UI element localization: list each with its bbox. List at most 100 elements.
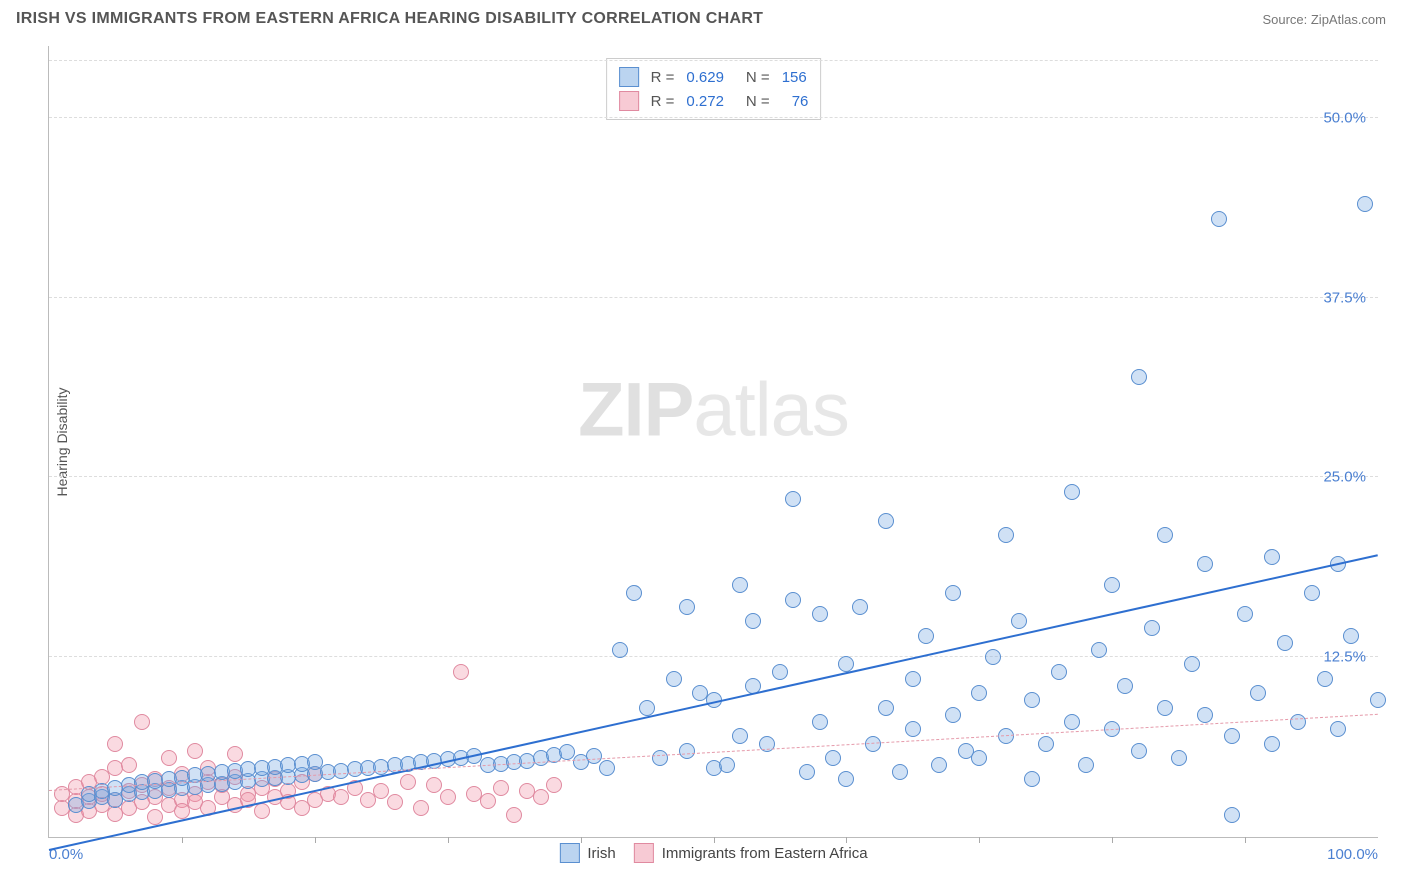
data-point-blue bbox=[639, 700, 655, 716]
data-point-blue bbox=[719, 757, 735, 773]
data-point-blue bbox=[1330, 721, 1346, 737]
legend-item-blue: Irish bbox=[559, 843, 615, 863]
series-legend: Irish Immigrants from Eastern Africa bbox=[559, 843, 867, 863]
data-point-blue bbox=[1171, 750, 1187, 766]
y-tick-label: 37.5% bbox=[1323, 289, 1366, 306]
data-point-blue bbox=[825, 750, 841, 766]
data-point-blue bbox=[1091, 642, 1107, 658]
data-point-blue bbox=[1064, 484, 1080, 500]
data-point-blue bbox=[1237, 606, 1253, 622]
data-point-blue bbox=[878, 513, 894, 529]
watermark-atlas: atlas bbox=[693, 367, 849, 452]
data-point-blue bbox=[1224, 807, 1240, 823]
data-point-pink bbox=[387, 794, 403, 810]
data-point-blue bbox=[772, 664, 788, 680]
data-point-blue bbox=[1277, 635, 1293, 651]
data-point-blue bbox=[1024, 771, 1040, 787]
data-point-blue bbox=[1197, 556, 1213, 572]
correlation-row-pink: R = 0.272 N = 76 bbox=[619, 89, 809, 113]
data-point-blue bbox=[918, 628, 934, 644]
gridline bbox=[49, 297, 1378, 298]
x-tick bbox=[1245, 837, 1246, 843]
data-point-blue bbox=[1343, 628, 1359, 644]
n-value-pink: 76 bbox=[792, 93, 809, 110]
y-tick-label: 50.0% bbox=[1323, 109, 1366, 126]
data-point-blue bbox=[666, 671, 682, 687]
data-point-pink bbox=[480, 793, 496, 809]
data-point-blue bbox=[1264, 736, 1280, 752]
r-value-pink: 0.272 bbox=[686, 93, 724, 110]
data-point-blue bbox=[945, 707, 961, 723]
data-point-blue bbox=[732, 728, 748, 744]
data-point-pink bbox=[493, 780, 509, 796]
x-tick bbox=[448, 837, 449, 843]
trend-line-blue bbox=[49, 555, 1378, 852]
data-point-blue bbox=[599, 760, 615, 776]
data-point-blue bbox=[732, 577, 748, 593]
n-label: N = bbox=[746, 93, 770, 110]
data-point-blue bbox=[1078, 757, 1094, 773]
x-tick bbox=[315, 837, 316, 843]
data-point-blue bbox=[812, 714, 828, 730]
data-point-blue bbox=[1317, 671, 1333, 687]
data-point-blue bbox=[905, 671, 921, 687]
scatter-plot: ZIPatlas R = 0.629 N = 156 R = 0.272 N =… bbox=[48, 46, 1378, 838]
data-point-blue bbox=[1357, 196, 1373, 212]
data-point-blue bbox=[1051, 664, 1067, 680]
data-point-pink bbox=[134, 714, 150, 730]
data-point-blue bbox=[1144, 620, 1160, 636]
swatch-blue bbox=[559, 843, 579, 863]
data-point-blue bbox=[1224, 728, 1240, 744]
data-point-blue bbox=[1264, 549, 1280, 565]
swatch-pink bbox=[634, 843, 654, 863]
data-point-pink bbox=[533, 789, 549, 805]
x-tick bbox=[581, 837, 582, 843]
source-attribution: Source: ZipAtlas.com bbox=[1262, 12, 1386, 27]
data-point-blue bbox=[1038, 736, 1054, 752]
r-label: R = bbox=[651, 93, 675, 110]
correlation-row-blue: R = 0.629 N = 156 bbox=[619, 65, 809, 89]
r-value-blue: 0.629 bbox=[686, 69, 724, 86]
data-point-pink bbox=[147, 809, 163, 825]
gridline bbox=[49, 60, 1378, 61]
data-point-pink bbox=[227, 746, 243, 762]
data-point-blue bbox=[679, 743, 695, 759]
data-point-blue bbox=[1117, 678, 1133, 694]
legend-label-pink: Immigrants from Eastern Africa bbox=[662, 845, 868, 862]
data-point-blue bbox=[971, 685, 987, 701]
data-point-blue bbox=[1131, 743, 1147, 759]
data-point-blue bbox=[1011, 613, 1027, 629]
data-point-blue bbox=[985, 649, 1001, 665]
watermark: ZIPatlas bbox=[578, 366, 849, 453]
n-label: N = bbox=[746, 69, 770, 86]
data-point-pink bbox=[413, 800, 429, 816]
data-point-pink bbox=[546, 777, 562, 793]
data-point-blue bbox=[892, 764, 908, 780]
data-point-blue bbox=[1157, 700, 1173, 716]
swatch-blue bbox=[619, 67, 639, 87]
data-point-pink bbox=[254, 803, 270, 819]
data-point-blue bbox=[785, 491, 801, 507]
data-point-blue bbox=[838, 771, 854, 787]
x-tick bbox=[846, 837, 847, 843]
data-point-blue bbox=[905, 721, 921, 737]
data-point-blue bbox=[1290, 714, 1306, 730]
data-point-blue bbox=[1211, 211, 1227, 227]
data-point-blue bbox=[1104, 577, 1120, 593]
data-point-blue bbox=[799, 764, 815, 780]
y-tick-label: 25.0% bbox=[1323, 469, 1366, 486]
data-point-blue bbox=[812, 606, 828, 622]
data-point-pink bbox=[107, 736, 123, 752]
data-point-blue bbox=[745, 613, 761, 629]
data-point-blue bbox=[1197, 707, 1213, 723]
chart-title: IRISH VS IMMIGRANTS FROM EASTERN AFRICA … bbox=[16, 10, 763, 28]
data-point-blue bbox=[1184, 656, 1200, 672]
source-link[interactable]: ZipAtlas.com bbox=[1311, 12, 1386, 27]
chart-area: Hearing Disability ZIPatlas R = 0.629 N … bbox=[48, 46, 1378, 838]
chart-header: IRISH VS IMMIGRANTS FROM EASTERN AFRICA … bbox=[0, 0, 1406, 34]
gridline bbox=[49, 117, 1378, 118]
data-point-pink bbox=[426, 777, 442, 793]
data-point-pink bbox=[187, 743, 203, 759]
data-point-blue bbox=[1304, 585, 1320, 601]
data-point-blue bbox=[679, 599, 695, 615]
